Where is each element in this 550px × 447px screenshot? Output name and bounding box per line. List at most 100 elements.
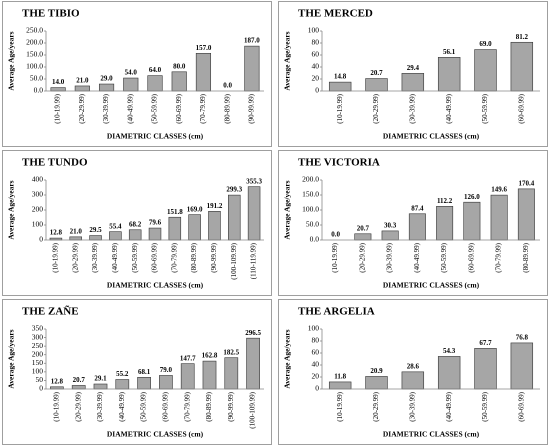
y-tick-label: 80 <box>312 38 320 47</box>
value-label: 21.0 <box>76 77 89 85</box>
x-tick-label: (10-19.99) <box>331 242 339 272</box>
x-axis-label: DIAMETRIC CLASSES (cm) <box>383 132 480 141</box>
bar <box>50 87 66 92</box>
x-tick-label: (50-59.99) <box>440 242 448 272</box>
value-label: 149.6 <box>491 186 507 194</box>
bar <box>69 236 82 241</box>
bar <box>328 81 352 92</box>
value-label: 29.4 <box>407 64 420 72</box>
value-label: 20.7 <box>370 69 383 77</box>
value-label: 21.0 <box>70 227 83 235</box>
y-tick-label: 50 <box>36 375 44 384</box>
x-tick-label: (50-59.99) <box>140 391 148 421</box>
chart-title: THE MERCED <box>298 8 373 20</box>
y-tick-label: 0.0 <box>34 86 44 95</box>
bar <box>244 45 260 92</box>
y-tick-label: 0 <box>315 384 319 393</box>
value-label: 69.0 <box>479 40 492 48</box>
x-tick-label: (10-19.99) <box>53 391 61 421</box>
value-label: 55.4 <box>109 222 122 230</box>
value-label: 355.3 <box>246 177 262 185</box>
x-tick-label: (10-19.99) <box>336 93 344 123</box>
x-tick-label: (80-89.99) <box>223 93 231 123</box>
bar <box>436 206 454 241</box>
value-label: 12.8 <box>50 229 63 237</box>
panel <box>2 299 272 445</box>
value-label: 299.3 <box>226 186 242 194</box>
y-tick-label: 100.0 <box>302 205 319 214</box>
y-tick-label: 0 <box>39 235 43 244</box>
value-label: 79.0 <box>160 366 173 374</box>
bar <box>474 348 497 390</box>
x-tick-label: (40-49.99) <box>445 93 453 123</box>
x-tick-label: (100-109.99) <box>249 391 257 428</box>
chart-title: THE VICTORIA <box>298 157 380 169</box>
bar <box>171 71 187 92</box>
value-label: 20.9 <box>370 367 383 375</box>
bar <box>180 363 195 390</box>
value-label: 76.8 <box>516 334 529 342</box>
chart-title: THE ZAÑE <box>22 306 79 318</box>
x-axis-label: DIAMETRIC CLASSES (cm) <box>107 132 204 141</box>
value-label: 12.8 <box>51 377 64 385</box>
x-tick-label: (40-49.99) <box>445 391 453 421</box>
x-tick-label: (80-89.99) <box>205 391 213 421</box>
bar <box>328 381 352 390</box>
x-tick-label: (60-69.99) <box>151 242 159 272</box>
y-axis-label: Average Age/years <box>7 31 16 90</box>
bar <box>517 188 535 241</box>
panel <box>278 150 548 296</box>
x-axis-label: DIAMETRIC CLASSES (cm) <box>383 281 480 290</box>
bar <box>123 77 139 92</box>
x-tick-label: (40-49.99) <box>111 242 119 272</box>
bar <box>474 49 497 92</box>
bar <box>401 73 425 92</box>
value-label: 56.1 <box>443 48 456 56</box>
y-tick-label: 200.0 <box>302 175 319 184</box>
value-label: 14.8 <box>334 73 347 81</box>
bar <box>365 78 388 92</box>
x-tick-label: (100-109.99) <box>230 242 238 279</box>
y-tick-label: 20 <box>312 372 320 381</box>
value-label: 126.0 <box>464 193 480 201</box>
value-label: 79.6 <box>149 219 162 227</box>
y-tick-label: 350 <box>32 324 44 333</box>
bar <box>381 230 399 241</box>
bar <box>137 377 151 390</box>
x-tick-label: (30-39.99) <box>386 242 394 272</box>
panel <box>2 150 272 296</box>
value-label: 169.0 <box>187 205 203 213</box>
x-tick-label: (20-29.99) <box>74 391 82 421</box>
bar <box>490 194 508 241</box>
y-tick-label: 100 <box>308 324 320 333</box>
x-tick-label: (70-79.99) <box>199 93 207 123</box>
value-label: 151.8 <box>167 208 183 216</box>
value-label: 80.0 <box>173 62 186 70</box>
y-tick-label: 50.0 <box>30 74 43 83</box>
bar <box>510 41 534 92</box>
y-tick-label: 200 <box>32 349 44 358</box>
x-tick-label: (30-39.99) <box>408 391 416 421</box>
bar <box>71 385 86 390</box>
bar <box>408 213 426 241</box>
value-label: 68.2 <box>129 220 142 228</box>
value-label: 68.1 <box>138 368 151 376</box>
value-label: 29.0 <box>100 75 113 83</box>
bar <box>437 356 461 390</box>
x-axis-label: DIAMETRIC CLASSES (cm) <box>107 430 204 439</box>
bar <box>159 375 173 390</box>
x-tick-label: (60-69.99) <box>517 93 525 123</box>
bar <box>98 83 115 92</box>
bar <box>247 186 261 241</box>
x-tick-label: (50-59.99) <box>481 93 489 123</box>
value-label: 112.2 <box>437 197 453 205</box>
y-tick-label: 100 <box>32 220 44 229</box>
x-tick-label: (20-29.99) <box>358 242 366 272</box>
value-label: 29.5 <box>89 226 102 234</box>
bar <box>228 194 241 241</box>
x-tick-label: (20-29.99) <box>372 391 380 421</box>
x-tick-label: (20-29.99) <box>71 242 79 272</box>
y-axis-label: Average Age/years <box>283 329 292 388</box>
x-tick-label: (60-69.99) <box>175 93 183 123</box>
